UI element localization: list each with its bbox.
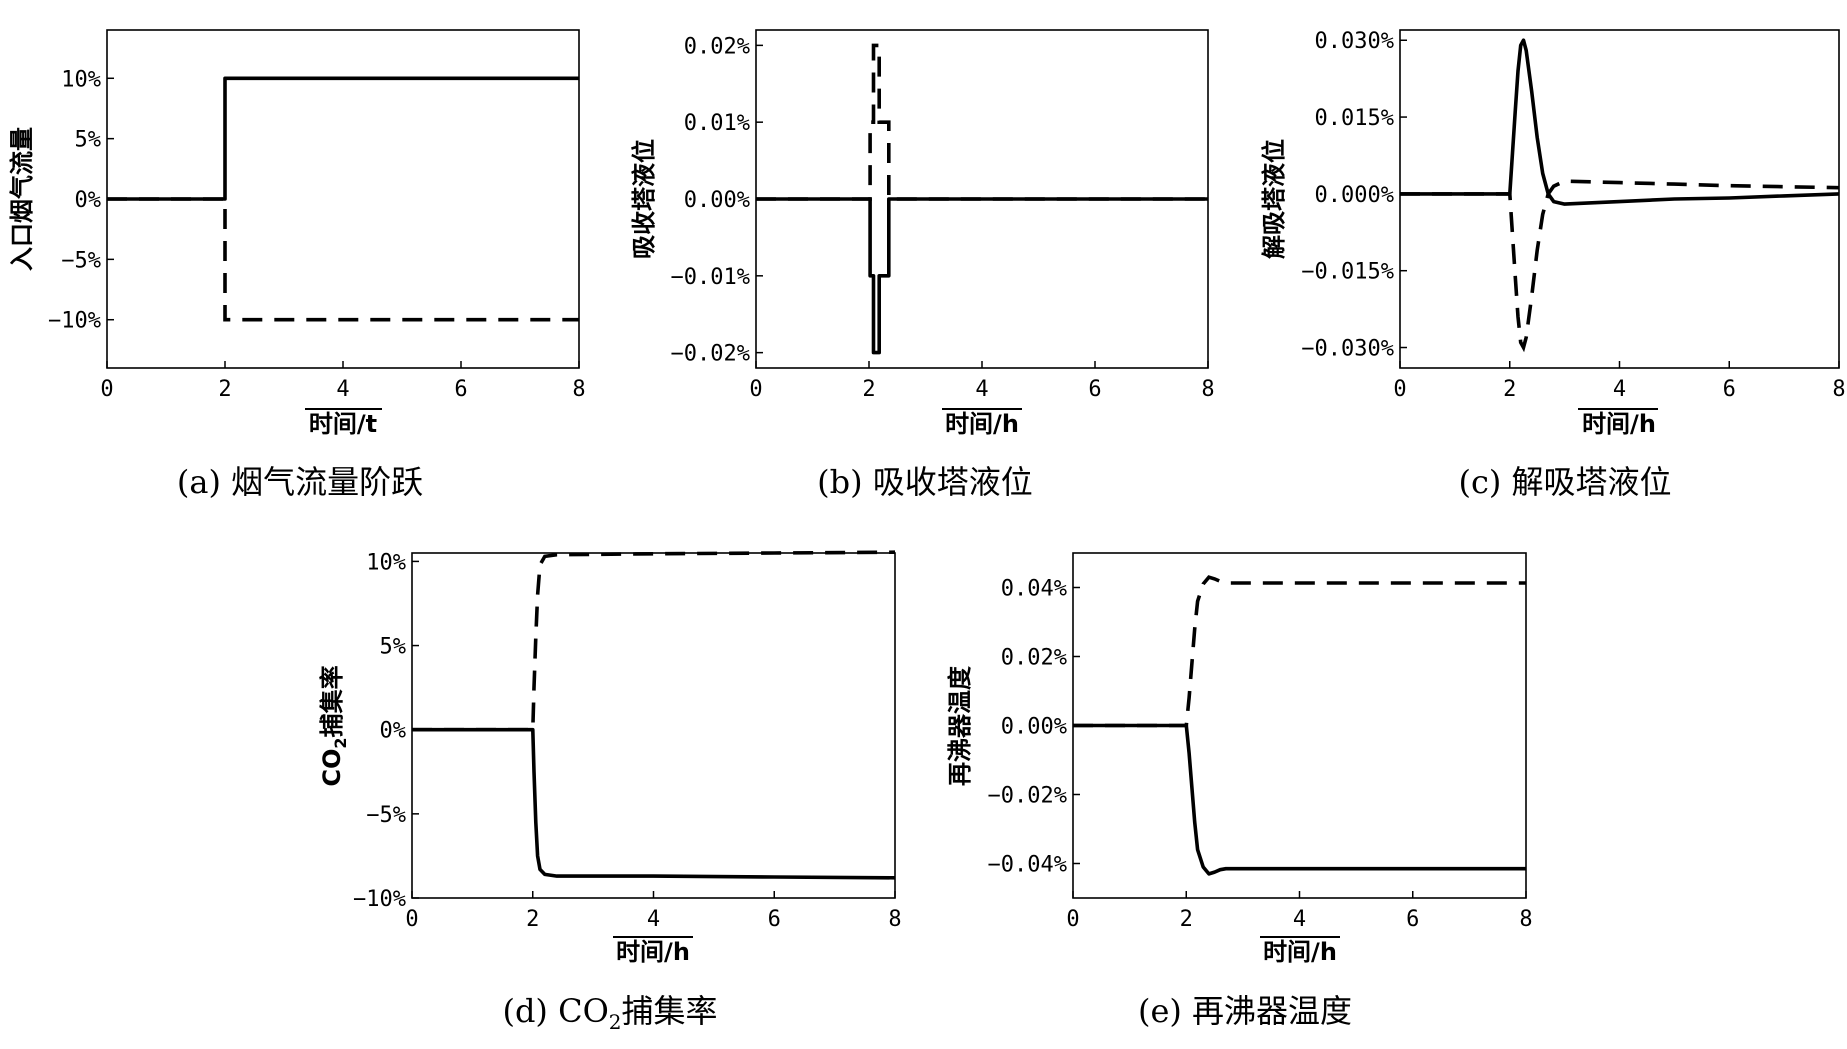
x-tick-label: 6	[768, 907, 781, 932]
y-tick-label: −5%	[61, 248, 101, 273]
x-tick-label: 6	[1723, 377, 1736, 402]
x-tick-label: 4	[647, 907, 660, 932]
y-axis-label: CO2捕集率	[318, 665, 350, 786]
y-tick-label: −10%	[48, 309, 101, 334]
x-tick-label: 2	[1503, 377, 1516, 402]
y-tick-label: 5%	[380, 635, 407, 660]
panel-d: 0 2 4 6 8−10%−5%0%5%10% 时间/h CO2捕集率 (d) CO2捕…	[318, 550, 902, 1034]
x-axis-label: 时间/h	[1263, 938, 1337, 966]
x-axis-label: 时间/t	[309, 410, 377, 438]
panel-caption: (b) 吸收塔液位	[817, 463, 1033, 501]
series-solid-line	[412, 727, 896, 880]
x-axis-label: 时间/h	[616, 938, 690, 966]
x-tick-label: 0	[405, 907, 418, 932]
panel-caption: (d) CO2捕集率	[502, 992, 717, 1034]
series-dashed-line	[1400, 179, 1840, 353]
y-tick-label: 10%	[366, 550, 406, 575]
series-dashed-line	[1073, 575, 1526, 728]
series-solid-line	[107, 76, 579, 201]
x-axis-label: 时间/h	[1582, 410, 1656, 438]
y-axis-label-rest: 捕集率	[318, 665, 346, 737]
x-tick-label: 8	[888, 907, 901, 932]
x-axis-label: 时间/h	[945, 410, 1019, 438]
x-tick-label: 2	[526, 907, 539, 932]
y-axis-label: 入口烟气流量	[8, 127, 36, 271]
panel-caption: (a) 烟气流量阶跃	[177, 463, 423, 501]
y-tick-label: 0.015%	[1315, 106, 1394, 131]
x-tick-label: 0	[100, 377, 113, 402]
y-tick-label: 5%	[75, 128, 102, 153]
y-axis-label-main: CO	[318, 749, 346, 787]
y-tick-label: 0.02%	[1001, 646, 1067, 671]
panel-caption: (c) 解吸塔液位	[1458, 463, 1671, 501]
y-axis-label: 解吸塔液位	[1260, 139, 1288, 259]
series-dashed-line	[756, 43, 1208, 201]
x-tick-label: 8	[1832, 377, 1845, 402]
x-tick-label: 4	[1293, 907, 1306, 932]
caption-rest: 捕集率	[622, 992, 718, 1030]
y-tick-label: 0.000%	[1315, 183, 1394, 208]
x-tick-label: 4	[1613, 377, 1626, 402]
x-tick-label: 6	[1088, 377, 1101, 402]
y-tick-label: −0.01%	[671, 265, 750, 290]
x-tick-label: 4	[336, 377, 349, 402]
plot-frame	[411, 552, 896, 899]
y-tick-label: 0.01%	[684, 111, 750, 136]
panel-a: 0 2 4 6 8 −10% −5% 0% 5% 10% 时间/t 入口烟气流量 (a) 烟气流量…	[8, 29, 586, 501]
x-tick-label: 2	[218, 377, 231, 402]
y-tick-label: 0.00%	[1001, 715, 1067, 740]
y-tick-label: 0.04%	[1001, 577, 1067, 602]
x-tick-label: 0	[749, 377, 762, 402]
y-axis-label: 再沸器温度	[946, 665, 974, 786]
y-tick-label: −10%	[353, 887, 406, 912]
y-tick-label: −5%	[366, 803, 406, 828]
y-tick-label: 0%	[75, 188, 102, 213]
y-tick-label: −0.04%	[988, 853, 1067, 878]
series-dashed-line	[107, 197, 579, 322]
x-tick-label: 8	[572, 377, 585, 402]
x-tick-label: 6	[454, 377, 467, 402]
series-solid-line	[756, 197, 1208, 355]
caption-subscript: 2	[609, 1010, 622, 1034]
x-tick-label: 8	[1201, 377, 1214, 402]
y-tick-label: 0.030%	[1315, 29, 1394, 54]
x-tick-label: 0	[1393, 377, 1406, 402]
y-tick-label: −0.015%	[1301, 260, 1394, 285]
plot-frame	[1399, 29, 1840, 369]
panel-b: 0 2 4 6 8 −0.02% −0.01% 0.00% 0.01% 0.02% 时间/h 吸收…	[630, 29, 1215, 501]
y-axis-label-subscript: 2	[331, 737, 350, 748]
panel-caption: (e) 再沸器温度	[1138, 992, 1352, 1030]
y-tick-label: 0.00%	[684, 188, 750, 213]
x-tick-label: 2	[1180, 907, 1193, 932]
series-solid-line	[1400, 38, 1840, 206]
x-tick-label: 0	[1066, 907, 1079, 932]
y-tick-label: 10%	[61, 67, 101, 92]
y-tick-label: 0.02%	[684, 34, 750, 59]
x-tick-label: 8	[1519, 907, 1532, 932]
panel-c: 0 2 4 6 8 −0.030% −0.015% 0.000% 0.015% 0.030% 时间…	[1260, 29, 1846, 501]
y-tick-label: −0.030%	[1301, 337, 1394, 362]
x-tick-label: 2	[862, 377, 875, 402]
y-tick-label: 0%	[380, 719, 407, 744]
caption-main: (d) CO	[502, 992, 608, 1030]
y-tick-label: −0.02%	[988, 784, 1067, 809]
panel-e: 0 2 4 6 8 −0.04% −0.02% 0.00% 0.02% 0.04% 时间/h 再沸…	[946, 552, 1533, 1030]
series-dashed-line	[412, 550, 896, 732]
x-tick-label: 6	[1406, 907, 1419, 932]
y-axis-label: 吸收塔液位	[630, 139, 658, 259]
x-tick-label: 4	[975, 377, 988, 402]
series-solid-line	[1073, 723, 1526, 876]
y-tick-label: −0.02%	[671, 342, 750, 367]
